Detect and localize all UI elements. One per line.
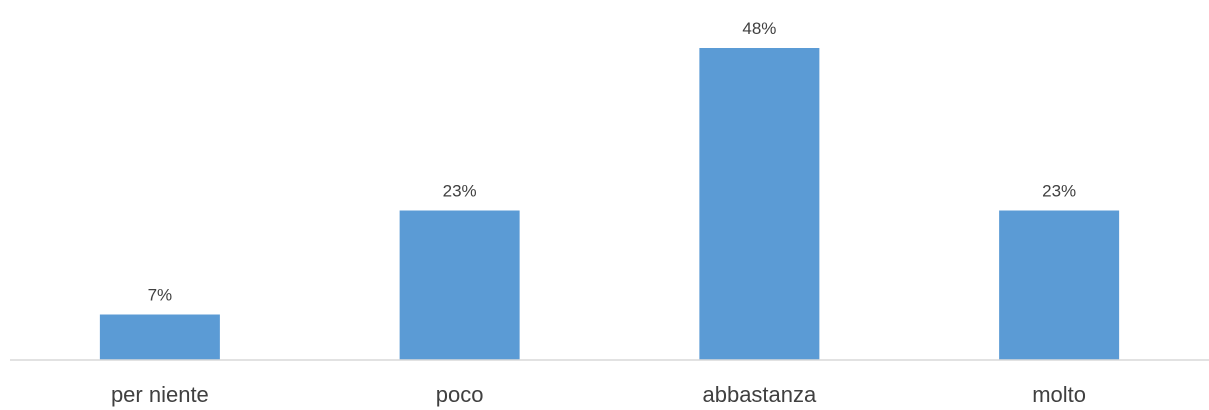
bar-per-niente <box>99 314 220 360</box>
bars-group <box>99 48 1120 360</box>
bar-poco <box>399 210 520 360</box>
data-label-molto: 23% <box>1042 182 1076 201</box>
bar-molto <box>999 210 1120 360</box>
data-labels-group: 7% 23% 48% 23% <box>148 19 1077 305</box>
category-label-poco: poco <box>436 382 484 407</box>
category-label-per-niente: per niente <box>111 382 209 407</box>
category-label-molto: molto <box>1032 382 1086 407</box>
category-label-abbastanza: abbastanza <box>702 382 817 407</box>
data-label-poco: 23% <box>443 182 477 201</box>
category-labels-group: per niente poco abbastanza molto <box>111 382 1086 407</box>
data-label-abbastanza: 48% <box>742 19 776 38</box>
bar-abbastanza <box>699 48 820 360</box>
data-label-per-niente: 7% <box>148 286 173 305</box>
